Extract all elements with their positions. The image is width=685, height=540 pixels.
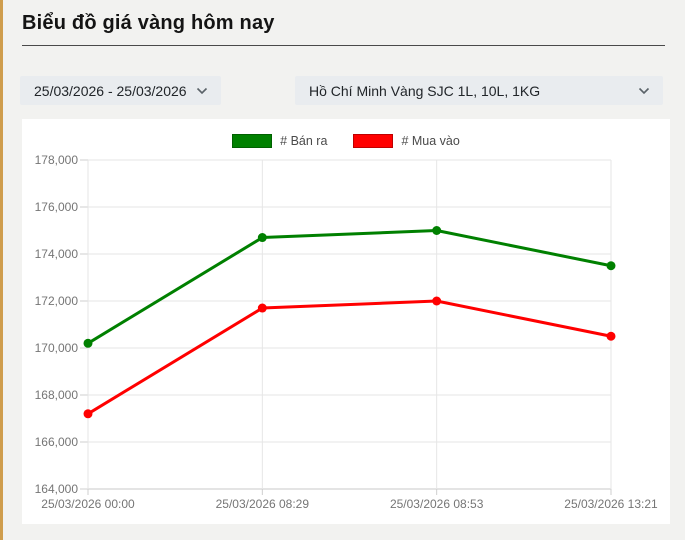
legend-item-mua-vao[interactable]: # Mua vào xyxy=(353,134,460,148)
data-point[interactable] xyxy=(606,261,616,271)
chart-legend: # Bán ra # Mua vào xyxy=(22,134,670,148)
y-tick-label: 176,000 xyxy=(35,200,79,214)
legend-swatch-ban-ra xyxy=(232,134,273,148)
chart-card: # Bán ra # Mua vào 164,000 166,000 168,000… xyxy=(22,119,670,524)
data-point[interactable] xyxy=(432,296,442,306)
market-value: Hồ Chí Minh Vàng SJC 1L, 10L, 1KG xyxy=(309,82,541,99)
y-tick-label: 178,000 xyxy=(35,153,79,167)
data-point[interactable] xyxy=(257,233,267,243)
y-tick-label: 164,000 xyxy=(35,482,79,496)
page-title: Biểu đồ giá vàng hôm nay xyxy=(22,12,275,34)
data-point[interactable] xyxy=(257,303,267,313)
chevron-down-icon xyxy=(196,87,208,94)
x-tick-label: 25/03/2026 08:29 xyxy=(216,497,310,511)
filter-bar: 25/03/2026 - 25/03/2026 Hồ Chí Minh Vàng… xyxy=(20,76,663,105)
data-point[interactable] xyxy=(83,409,93,419)
chart-canvas[interactable]: 164,000 166,000 168,000 170,000 172,000 174,0… xyxy=(22,119,670,524)
data-point[interactable] xyxy=(606,331,616,341)
x-tick-label: 25/03/2026 08:53 xyxy=(390,497,484,511)
market-dropdown[interactable]: Hồ Chí Minh Vàng SJC 1L, 10L, 1KG xyxy=(295,76,663,105)
y-tick-label: 168,000 xyxy=(35,388,79,402)
y-tick-label: 166,000 xyxy=(35,435,79,449)
chevron-down-icon xyxy=(638,87,650,94)
data-point[interactable] xyxy=(83,338,93,348)
legend-label-ban-ra: # Bán ra xyxy=(280,134,328,148)
series-line-1 xyxy=(86,299,613,416)
data-point[interactable] xyxy=(432,226,442,235)
header-divider xyxy=(22,45,665,46)
y-tick-label: 174,000 xyxy=(35,247,79,261)
legend-item-ban-ra[interactable]: # Bán ra xyxy=(232,134,327,148)
y-tick-label: 170,000 xyxy=(35,341,79,355)
legend-swatch-mua-vao xyxy=(353,134,394,148)
series-line-0 xyxy=(86,229,613,345)
x-tick-label: 25/03/2026 00:00 xyxy=(41,497,135,511)
y-tick-label: 172,000 xyxy=(35,294,79,308)
date-range-dropdown[interactable]: 25/03/2026 - 25/03/2026 xyxy=(20,76,221,105)
x-tick-label: 25/03/2026 13:21 xyxy=(564,497,658,511)
date-range-value: 25/03/2026 - 25/03/2026 xyxy=(34,82,187,99)
legend-label-mua-vao: # Mua vào xyxy=(401,134,460,148)
